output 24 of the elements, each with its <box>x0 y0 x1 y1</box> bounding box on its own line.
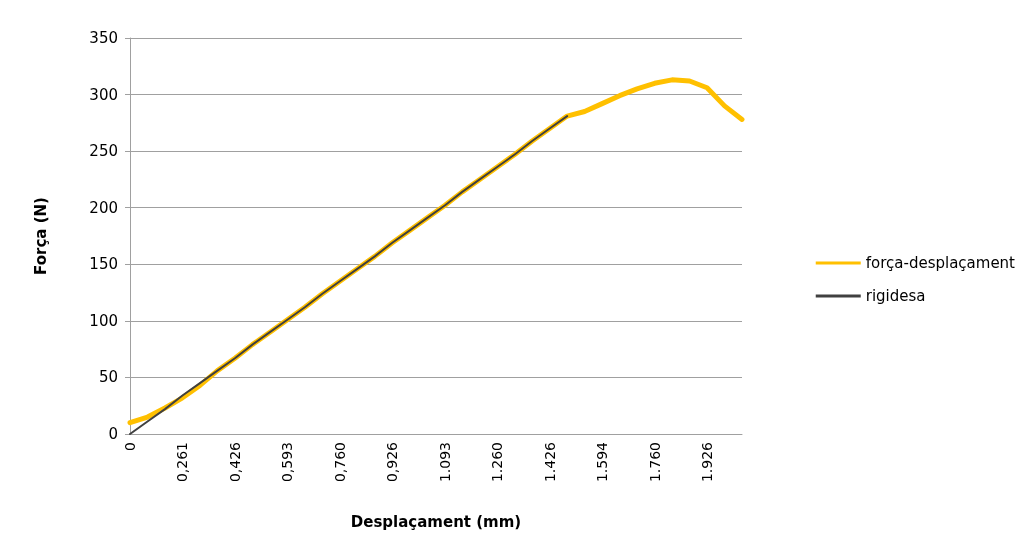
x-tick-label: 1.926 <box>699 441 716 483</box>
legend-label: rigidesa <box>865 287 926 305</box>
y-tick-label: 150 <box>89 255 118 274</box>
x-tick-label: 0,261 <box>174 442 191 483</box>
y-tick-label: 100 <box>89 311 118 330</box>
x-tick-label: 0,760 <box>331 442 348 483</box>
legend-label: força-desplaçament <box>865 254 1016 272</box>
y-tick-label: 300 <box>89 85 118 104</box>
y-tick-label: 350 <box>89 29 118 47</box>
x-tick-label: 1.760 <box>646 442 663 483</box>
x-tick-label: 1.594 <box>594 441 611 483</box>
x-tick-label: 1.260 <box>489 442 506 483</box>
y-tick-label: 250 <box>89 142 118 161</box>
y-tick-label: 0 <box>108 425 118 443</box>
x-tick-label: 0,593 <box>279 442 296 483</box>
y-axis-title: Força (N) <box>31 197 50 275</box>
x-axis-title: Desplaçament (mm) <box>350 512 522 531</box>
x-tick-label: 1.426 <box>541 441 558 483</box>
x-tick-label: 0 <box>122 442 138 451</box>
x-tick-label: 0,426 <box>226 441 243 483</box>
x-tick-label: 1.093 <box>436 442 453 483</box>
x-tick-label: 0,926 <box>384 441 401 483</box>
y-tick-label: 50 <box>98 368 118 387</box>
y-tick-label: 200 <box>89 198 118 217</box>
